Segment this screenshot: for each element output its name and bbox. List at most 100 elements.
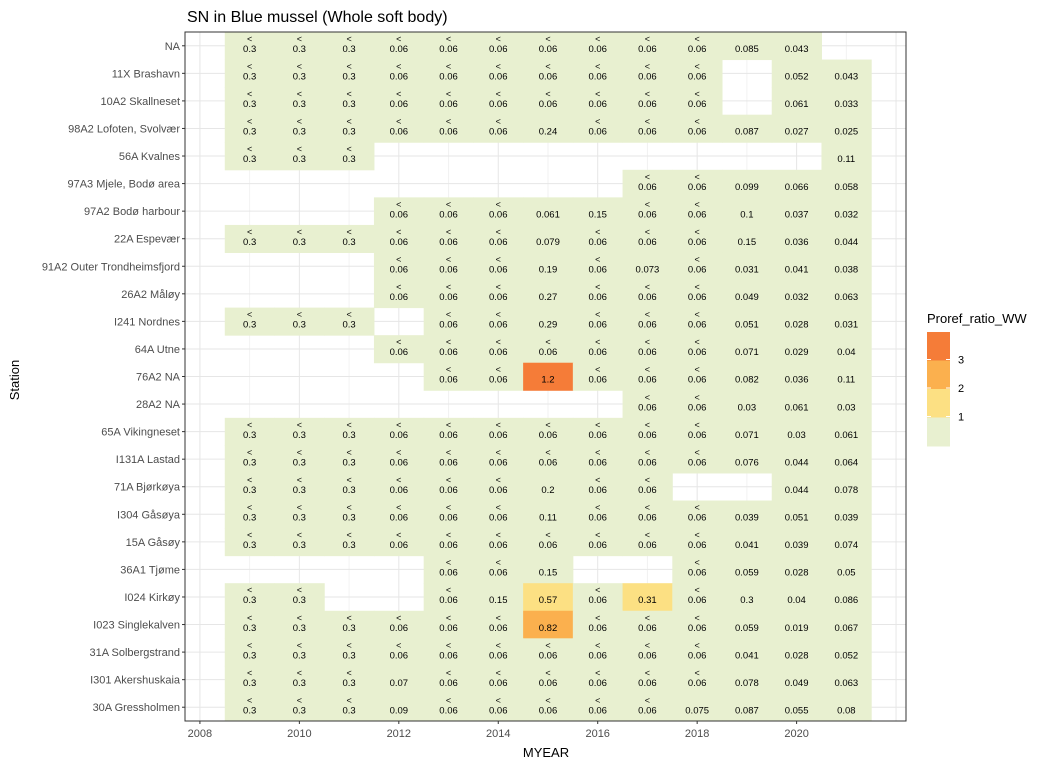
heatmap-cell <box>771 693 822 722</box>
heatmap-cell <box>224 87 276 116</box>
cell-value-label: 0.058 <box>834 182 858 193</box>
cell-less-than-label: < <box>645 392 650 402</box>
chart-title: SN in Blue mussel (Whole soft body) <box>187 9 448 26</box>
heatmap-cell <box>771 583 822 612</box>
heatmap-cell <box>572 32 624 61</box>
cell-value-label: 0.06 <box>489 430 508 441</box>
cell-value-label: 0.044 <box>834 237 858 248</box>
heatmap-cell <box>572 224 624 253</box>
heatmap-cell <box>473 114 524 143</box>
heatmap-cell <box>423 307 474 336</box>
heatmap-cell <box>622 445 673 474</box>
cell-value-label: 0.06 <box>489 127 508 138</box>
cell-value-label: 0.067 <box>834 623 858 634</box>
cell-less-than-label: < <box>695 62 700 72</box>
x-tick-label: 2014 <box>486 728 510 740</box>
heatmap-cell <box>821 142 872 171</box>
cell-value-label: 0.032 <box>785 292 809 303</box>
heatmap-cell <box>373 59 425 88</box>
cell-value-label: 0.055 <box>785 705 809 716</box>
heatmap-cell <box>722 583 773 612</box>
cell-value-label: 0.06 <box>588 320 607 331</box>
cell-value-label: 0.3 <box>243 99 256 110</box>
heatmap-cell <box>572 583 624 612</box>
cell-less-than-label: < <box>346 34 351 44</box>
cell-less-than-label: < <box>496 420 501 430</box>
cell-value-label: 0.03 <box>738 402 757 413</box>
cell-less-than-label: < <box>297 475 302 485</box>
heatmap-cell <box>821 638 872 667</box>
heatmap-cell <box>274 59 325 88</box>
x-tick-label: 2008 <box>188 728 212 740</box>
heatmap-cell <box>722 335 773 364</box>
y-tick-label: I301 Akershuskaia <box>90 675 181 687</box>
cell-less-than-label: < <box>346 447 351 457</box>
heatmap-cell <box>324 142 375 171</box>
heatmap-cell <box>722 610 773 639</box>
heatmap-cell <box>722 32 773 61</box>
cell-value-label: 0.06 <box>489 568 508 579</box>
heatmap-cell <box>423 445 474 474</box>
cell-value-label: 0.06 <box>439 347 458 358</box>
heatmap-cell <box>473 32 524 61</box>
heatmap-cell <box>274 665 325 694</box>
cell-value-label: 0.061 <box>785 402 809 413</box>
cell-value-label: 0.3 <box>342 237 355 248</box>
cell-less-than-label: < <box>396 199 401 209</box>
legend-color-key <box>927 389 950 418</box>
cell-value-label: 0.06 <box>390 44 409 55</box>
heatmap-cell <box>622 665 673 694</box>
cell-less-than-label: < <box>595 640 600 650</box>
cell-less-than-label: < <box>595 254 600 264</box>
cell-less-than-label: < <box>247 310 252 320</box>
cell-value-label: 0.06 <box>638 292 657 303</box>
cell-value-label: 0.06 <box>638 457 657 468</box>
cell-value-label: 0.036 <box>785 375 809 386</box>
legend-label: 3 <box>958 355 964 367</box>
cell-less-than-label: < <box>595 34 600 44</box>
cell-less-than-label: < <box>595 503 600 513</box>
cell-less-than-label: < <box>346 530 351 540</box>
cell-value-label: 0.028 <box>785 650 809 661</box>
legend-color-key <box>927 417 950 447</box>
heatmap-cell <box>224 417 276 446</box>
cell-less-than-label: < <box>247 117 252 127</box>
heatmap-cell <box>373 665 425 694</box>
cell-value-label: 0.06 <box>688 430 707 441</box>
heatmap-cell <box>473 417 524 446</box>
heatmap-cell <box>572 445 624 474</box>
cell-value-label: 0.06 <box>688 457 707 468</box>
heatmap-cell <box>473 252 524 281</box>
heatmap-cell <box>324 224 375 253</box>
cell-less-than-label: < <box>496 34 501 44</box>
cell-value-label: 0.06 <box>588 705 607 716</box>
heatmap-cell <box>771 555 822 584</box>
heatmap-cell <box>672 280 723 309</box>
heatmap-cell <box>473 362 524 391</box>
y-tick-label: 71A Bjørkøya <box>114 482 181 494</box>
heatmap-cell <box>274 445 325 474</box>
heatmap-cell <box>523 114 574 143</box>
cell-value-label: 0.06 <box>688 72 707 83</box>
heatmap-cell <box>672 32 723 61</box>
y-tick-label: I241 Nordnes <box>114 316 181 328</box>
heatmap-cell <box>274 528 325 557</box>
heatmap-cell <box>473 59 524 88</box>
cell-value-label: 0.06 <box>588 44 607 55</box>
y-tick-label: 64A Utne <box>135 344 180 356</box>
cell-value-label: 0.06 <box>688 99 707 110</box>
heatmap-cell <box>722 693 773 722</box>
heatmap-cell <box>672 307 723 336</box>
cell-value-label: 0.3 <box>293 540 306 551</box>
cell-value-label: 0.049 <box>785 678 809 689</box>
cell-value-label: 0.06 <box>439 623 458 634</box>
cell-value-label: 0.06 <box>638 430 657 441</box>
cell-less-than-label: < <box>346 640 351 650</box>
cell-value-label: 0.06 <box>439 705 458 716</box>
cell-less-than-label: < <box>545 447 550 457</box>
y-tick-label: 76A2 NA <box>136 372 181 384</box>
y-tick-label: 22A Espevær <box>114 234 180 246</box>
heatmap-cell <box>771 638 822 667</box>
heatmap-cell <box>622 638 673 667</box>
heatmap-cell <box>324 528 375 557</box>
